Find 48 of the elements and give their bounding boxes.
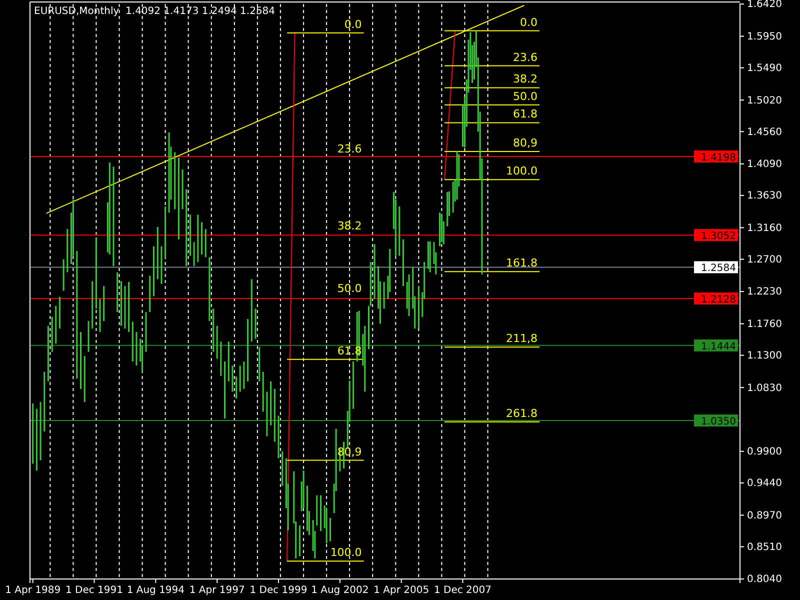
ref-line-label: 1.0350 xyxy=(701,416,736,428)
x-tick-label: 1 Aug 2002 xyxy=(311,585,369,596)
y-tick-label: 1.2700 xyxy=(747,254,782,266)
y-tick-label: 1.3160 xyxy=(747,222,782,234)
annotation: 80,9 xyxy=(512,136,538,150)
y-tick-label: 1.0830 xyxy=(747,382,782,394)
ref-line-label: 1.2584 xyxy=(701,263,736,274)
y-tick-label: 0.9440 xyxy=(747,478,782,490)
ref-line-label: 1.4198 xyxy=(701,152,736,164)
y-tick-label: 1.3630 xyxy=(747,190,782,202)
x-tick-label: 1 Apr 1989 xyxy=(5,585,61,596)
x-tick-label: 1 Apr 2005 xyxy=(374,585,430,596)
x-tick-label: 1 Dec 1999 xyxy=(250,585,308,596)
y-tick-label: 1.1300 xyxy=(747,350,782,362)
y-tick-label: 0.9900 xyxy=(747,446,782,458)
y-tick-label: 1.5490 xyxy=(747,63,782,74)
y-tick-label: 1.4090 xyxy=(747,159,782,170)
ref-line-label: 1.2128 xyxy=(701,294,736,306)
annotation: 38.2 xyxy=(337,220,362,233)
chart-title: EURUSD,Monthly 1.4092 1.4173 1.2494 1.2584 xyxy=(34,6,276,17)
annotation: 211,8 xyxy=(506,332,538,346)
annotation: 100.0 xyxy=(506,164,538,178)
annotation: 0.0 xyxy=(344,18,362,31)
annotation: 0.0 xyxy=(520,16,538,29)
annotation: 161.8 xyxy=(506,256,538,270)
y-tick-label: 1.5020 xyxy=(747,95,782,106)
annotation: 38.2 xyxy=(512,72,538,86)
annotation: 61.8 xyxy=(512,108,538,121)
y-tick-label: 1.4560 xyxy=(747,126,782,138)
annotation: 50.0 xyxy=(337,282,362,295)
x-tick-label: 1 Aug 1994 xyxy=(126,585,185,596)
y-tick-label: 0.8040 xyxy=(747,574,782,586)
y-tick-label: 1.6420 xyxy=(747,0,782,10)
annotation: 50.0 xyxy=(512,90,538,103)
y-tick-label: 1.2230 xyxy=(747,286,782,298)
y-tick-label: 0.8510 xyxy=(747,542,782,553)
annotation: 23.6 xyxy=(512,50,538,64)
x-tick-label: 1 Dec 1991 xyxy=(65,585,124,596)
y-tick-label: 0.8970 xyxy=(747,510,782,522)
ref-line-label: 1.1444 xyxy=(701,341,736,352)
y-tick-label: 1.5950 xyxy=(747,31,782,42)
x-tick-label: 1 Apr 1997 xyxy=(189,585,245,596)
annotation: 261.8 xyxy=(506,406,538,420)
x-tick-label: 1 Dec 2007 xyxy=(434,585,492,596)
ref-line-label: 1.3052 xyxy=(701,231,736,242)
y-tick-label: 1.1760 xyxy=(747,318,782,330)
annotation: 23.6 xyxy=(337,142,362,156)
annotation: 100.0 xyxy=(330,546,362,560)
